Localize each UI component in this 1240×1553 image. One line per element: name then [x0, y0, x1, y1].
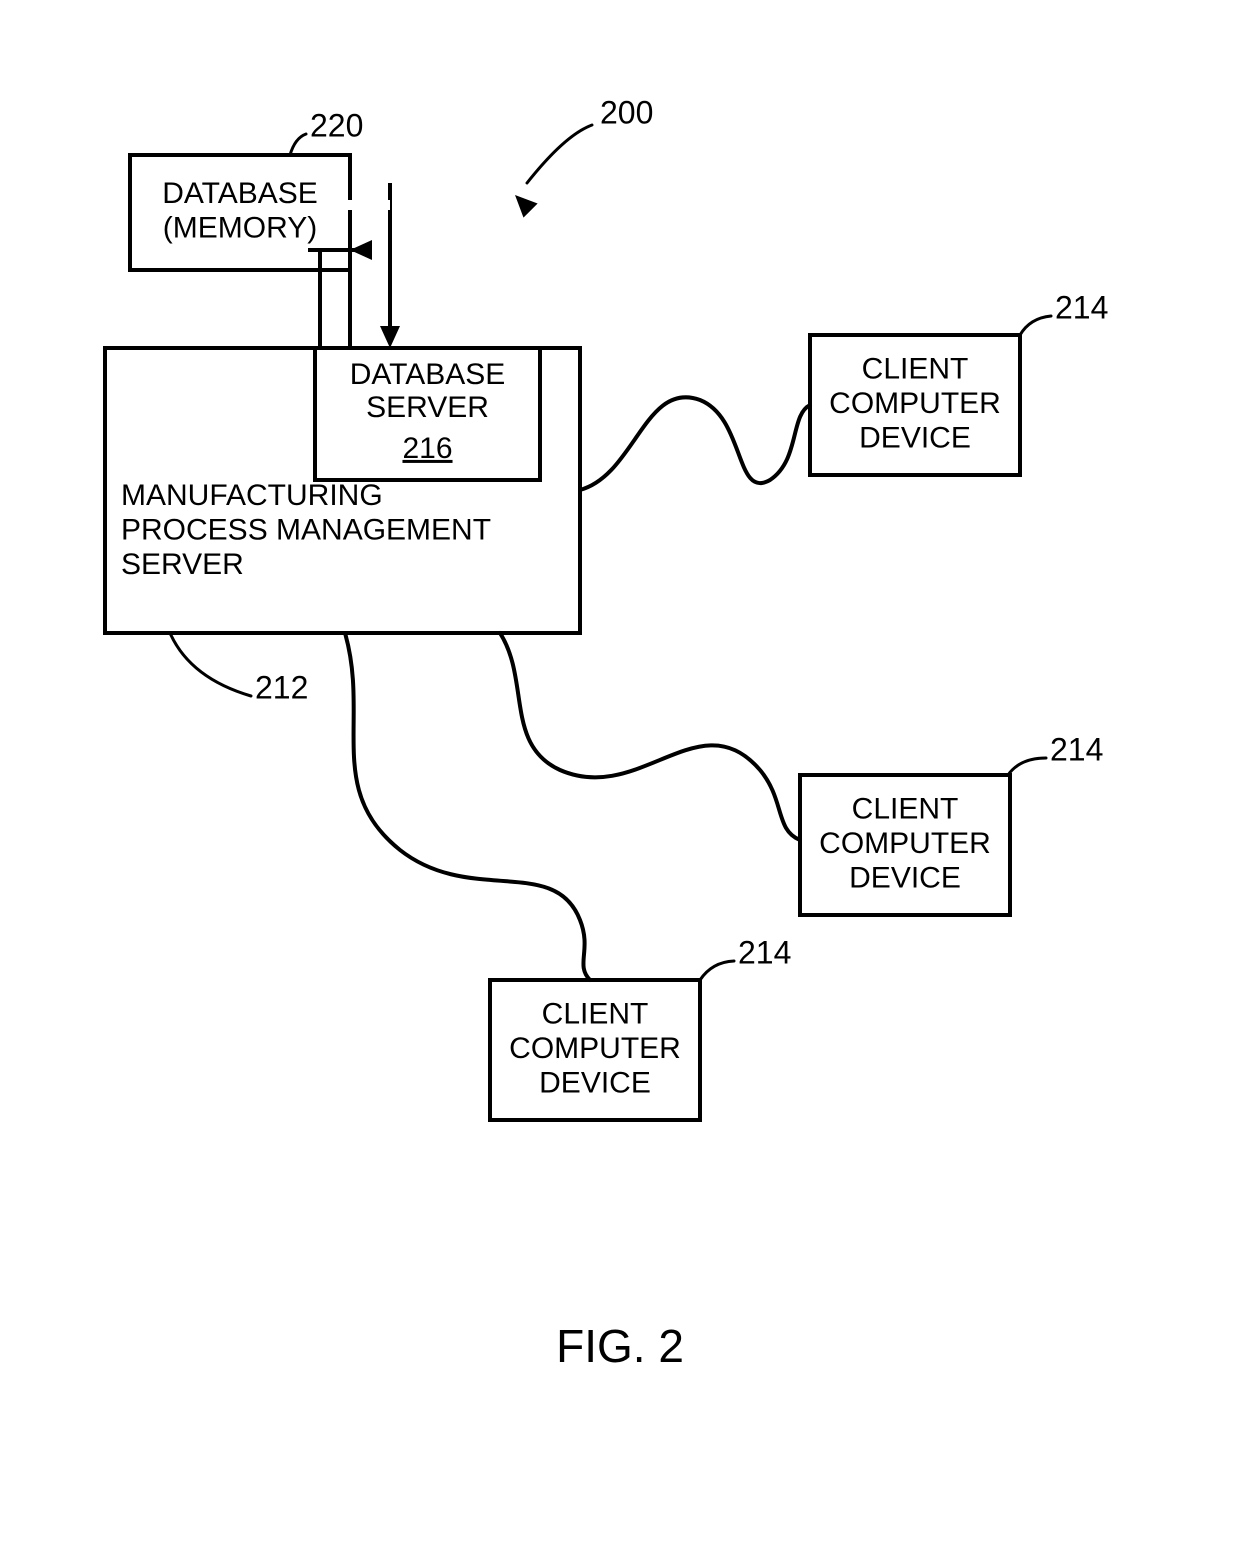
arrow-head	[515, 195, 538, 218]
database-refnum: 220	[310, 107, 363, 143]
client3-refnum: 214	[738, 934, 791, 970]
client3-label-2: DEVICE	[539, 1066, 651, 1099]
client2-refnum: 214	[1050, 731, 1103, 767]
client1-label-2: DEVICE	[859, 421, 971, 454]
client3-label-0: CLIENT	[542, 997, 649, 1030]
db-server-id: 216	[402, 432, 452, 465]
client2-leader	[1008, 758, 1046, 775]
database-label-1: (MEMORY)	[163, 212, 317, 245]
client1-label-0: CLIENT	[862, 352, 969, 385]
client2-label-1: COMPUTER	[819, 827, 991, 860]
mpm-server-label-2: SERVER	[121, 548, 244, 581]
mpm-server-label-0: MANUFACTURING	[121, 479, 383, 512]
mpm-server-refnum: 212	[255, 669, 308, 705]
database-leader	[290, 134, 306, 155]
figure-caption: FIG. 2	[556, 1320, 684, 1372]
mpm-server-label-1: PROCESS MANAGEMENT	[121, 514, 491, 547]
arrow-head	[350, 240, 372, 260]
system-leader	[527, 125, 592, 183]
arrow-head	[380, 326, 400, 348]
client1-label-1: COMPUTER	[829, 387, 1001, 420]
client1-refnum: 214	[1055, 289, 1108, 325]
db-server-label-0: DATABASE	[350, 358, 506, 391]
connector-c1	[580, 397, 810, 490]
client2-label-0: CLIENT	[852, 792, 959, 825]
connector-c3	[345, 633, 590, 980]
client3-label-1: COMPUTER	[509, 1032, 681, 1065]
mpm-server-leader	[170, 633, 251, 696]
client1-leader	[1020, 316, 1051, 335]
client3-leader	[700, 961, 734, 980]
database-label-0: DATABASE	[162, 177, 318, 210]
connector-c2	[500, 633, 800, 840]
client2-label-2: DEVICE	[849, 861, 961, 894]
db-server-label-1: SERVER	[366, 391, 489, 424]
patch	[330, 200, 390, 210]
system-refnum: 200	[600, 94, 653, 130]
